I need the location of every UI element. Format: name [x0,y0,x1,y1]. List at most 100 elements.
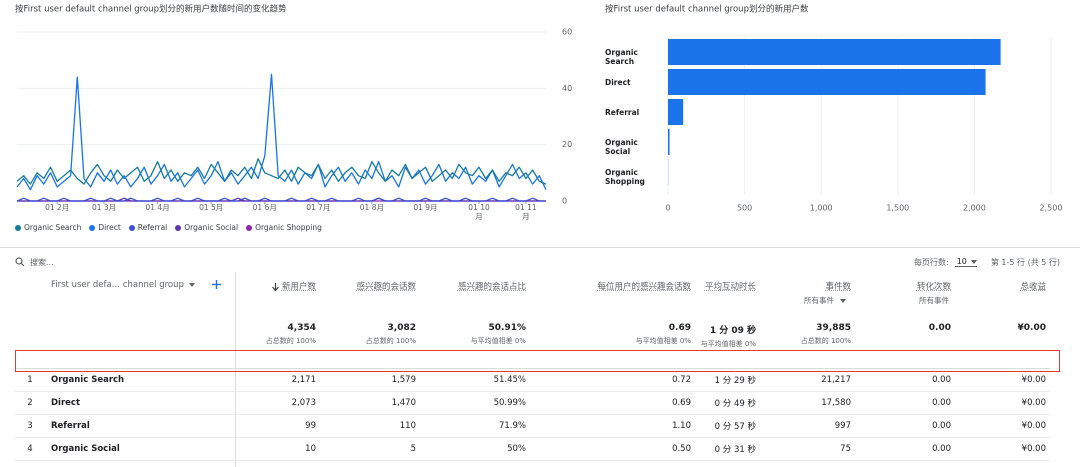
charts-area: 按First user default channel group划分的新用户数… [15,4,1062,213]
column-header-label[interactable]: 感兴趣的会话数 [356,282,416,292]
x-tick-label: 01 3月 [91,203,117,212]
pagination-text: 第 1-5 行 (共 5 行) [990,257,1060,267]
total-value: 3,082 [387,323,416,333]
row-cell: ¥0.00 [955,368,1050,392]
column-header-label[interactable]: 每位用户的感兴趣会话数 [597,282,691,292]
row-cell: ¥0.00 [955,414,1050,438]
table-toolbar: 搜索... 每页行数: 10 第 1-5 行 (共 5 行) [15,254,1060,270]
total-value: 0.00 [928,323,951,333]
divider [0,247,1080,248]
y-tick-label: 0 [562,197,567,206]
row-cell: 0.00 [855,437,955,461]
x-tick-label: 500 [737,204,752,213]
table-row: 5Organic Shopping11100%1.002 分 07 秒160.0… [15,460,1050,467]
row-cell: 0.69 [530,391,695,415]
search-input[interactable]: 搜索... [30,257,54,267]
row-cell: 75 [760,437,855,461]
rows-per-page-label: 每页行数: [913,257,949,267]
data-table: First user defa… channel group 新用户数 感兴趣的会话… [15,272,1050,467]
highlight-box [15,350,1060,372]
dimension-header: First user defa… channel group [45,272,236,313]
row-cell: 2,073 [235,391,320,415]
add-dimension-button[interactable] [211,280,221,289]
x-tick-label: 01 4月 [145,203,170,212]
row-index: 1 [15,368,45,392]
column-header-label[interactable]: 平均互动时长 [704,282,756,292]
x-tick-label: 1,500 [886,204,909,213]
totals-row: 4,354 占总数的 100% 3,082 占总数的 100% 50.91% 与平均值相差… [15,313,1050,369]
column-header-label[interactable]: 事件数 [825,282,851,292]
row-name: Direct [45,391,236,415]
header-cell [15,272,45,313]
row-cell: 2 分 07 秒 [695,460,760,467]
row-cell: 5 [320,437,420,461]
legend-item: Direct [89,223,121,232]
y-category-label: Referral [605,107,640,117]
table-row: 3 Referral 99 110 71.9% 1.10 0 分 57 秒 997 0.00 ¥0… [15,414,1050,438]
x-tick-label: 2,000 [963,204,986,213]
row-cell: 100% [420,460,530,467]
row-cell: 0.00 [855,460,955,467]
row-cell: 1,579 [320,368,420,392]
column-header: 转化次数 所有事件 [855,272,955,313]
dimension-header-label[interactable]: First user defa… channel group [51,280,184,290]
column-header-label[interactable]: 感兴趣的会话占比 [457,282,526,292]
x-tick-label: 01 8月 [359,203,384,212]
legend-item: Organic Shopping [246,223,322,232]
column-header-label[interactable]: 新用户数 [281,282,316,292]
row-cell: 0.50 [530,437,695,461]
row-name: Organic Shopping [45,460,236,467]
y-category-label: Organic Search [605,47,638,66]
column-sub-label: 所有事件 [919,296,949,305]
legend-label: Organic Shopping [255,223,322,232]
column-sub-selector[interactable]: 所有事件 [764,295,851,306]
line-series [16,158,547,185]
row-index: 4 [15,437,45,461]
column-header: 总收益 [955,272,1050,313]
totals-cell: 4,354 占总数的 100% [235,313,320,369]
row-cell: 110 [320,414,420,438]
rows-per-page-value: 10 [956,257,967,266]
column-header-label[interactable]: 总收益 [1020,282,1046,292]
x-tick-label: 01 2月 [45,203,70,212]
x-tick-label: 0 [665,204,670,213]
x-tick-label: 01 11月 [515,203,537,221]
row-cell: 21,217 [760,368,855,392]
rows-per-page-select[interactable]: 10 [954,257,977,267]
totals-cell [15,313,45,369]
total-value: 50.91% [488,323,527,333]
row-cell: 99 [235,414,320,438]
line-series [16,73,547,191]
legend-label: Referral [137,223,168,232]
dropdown-caret [970,260,977,264]
y-tick-label: 20 [562,140,572,149]
x-tick-label: 01 7月 [306,203,331,212]
sort-arrow [272,282,279,291]
total-note: 与平均值相差 0% [700,340,756,348]
x-tick-label: 01 5月 [199,203,224,212]
line-series [16,197,546,202]
row-cell: 1,470 [320,391,420,415]
row-cell: 1 [320,460,420,467]
dropdown-caret [840,299,846,303]
totals-cell: 0.00 [855,313,955,369]
row-cell: 0 分 31 秒 [695,437,760,461]
total-note: 占总数的 100% [800,337,851,345]
bar-chart-title: 按First user default channel group划分的新用户数 [605,4,809,15]
pagination-controls: 每页行数: 10 第 1-5 行 (共 5 行) [914,257,1060,268]
row-index: 3 [15,414,45,438]
row-cell: 1 [235,460,320,467]
x-tick-label: 1,000 [810,204,833,213]
bar [668,99,684,125]
chart-labels: 01 2月 01 3月 01 4月 01 5月 01 6月 01 7月 01 8月 01 9月… [45,47,645,222]
header-row: First user defa… channel group 新用户数 感兴趣的会话… [15,272,1050,313]
column-sub-selector[interactable]: 所有事件 [859,295,951,306]
column-sub-label: 所有事件 [804,296,834,305]
column-header: 感兴趣的会话占比 [420,272,530,313]
totals-cell: 1 分 09 秒与平均值相差 0% [695,313,760,369]
row-cell: 16 [760,460,855,467]
bar [668,129,670,155]
bar [668,39,1001,65]
column-header-label[interactable]: 转化次数 [916,282,951,292]
